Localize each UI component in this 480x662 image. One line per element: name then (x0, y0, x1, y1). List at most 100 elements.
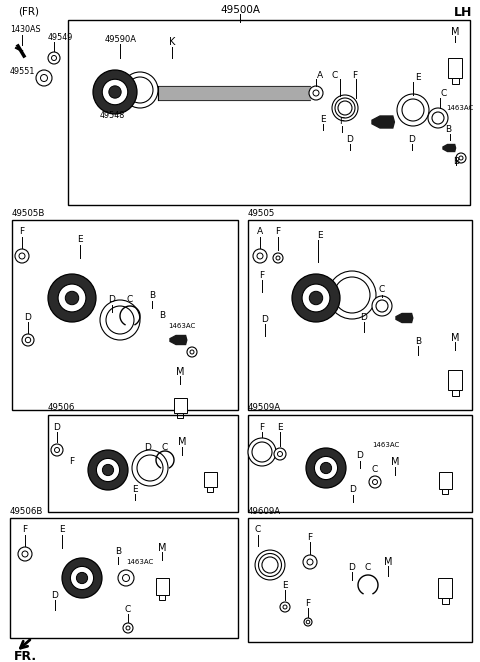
Text: 1463AC: 1463AC (446, 105, 473, 111)
Text: 49506B: 49506B (10, 506, 43, 516)
Text: 49505B: 49505B (12, 209, 46, 218)
Circle shape (22, 551, 28, 557)
Text: C: C (379, 285, 385, 295)
Text: FR.: FR. (14, 649, 37, 662)
Text: B: B (453, 158, 459, 167)
Text: F: F (259, 271, 264, 279)
Circle shape (122, 575, 130, 581)
Text: B: B (415, 338, 421, 346)
Circle shape (102, 465, 114, 475)
Circle shape (372, 479, 377, 485)
Circle shape (372, 296, 392, 316)
Bar (207, 487, 213, 492)
Bar (248, 518, 472, 642)
Text: E: E (132, 485, 138, 495)
Circle shape (40, 75, 48, 81)
Circle shape (273, 253, 283, 263)
Circle shape (123, 623, 133, 633)
Circle shape (48, 274, 96, 322)
Circle shape (62, 558, 102, 598)
Text: F: F (23, 526, 27, 534)
Text: D: D (408, 136, 415, 144)
Circle shape (109, 86, 121, 98)
Text: M: M (178, 437, 186, 447)
Text: D: D (360, 314, 367, 322)
Circle shape (397, 94, 429, 126)
Text: D: D (54, 422, 60, 432)
Text: E: E (77, 236, 83, 244)
Text: C: C (162, 442, 168, 451)
Text: B: B (115, 547, 121, 557)
Circle shape (332, 95, 358, 121)
Circle shape (307, 559, 313, 565)
Text: E: E (277, 422, 283, 432)
Text: 49506: 49506 (48, 404, 75, 412)
Text: E: E (59, 526, 65, 534)
Circle shape (292, 274, 340, 322)
Circle shape (428, 108, 448, 128)
Circle shape (306, 620, 310, 624)
Circle shape (15, 249, 29, 263)
Circle shape (132, 450, 168, 486)
Text: C: C (255, 526, 261, 534)
Text: 49609A: 49609A (248, 506, 281, 516)
Circle shape (25, 338, 31, 343)
Text: (FR): (FR) (18, 7, 39, 17)
Text: D: D (108, 295, 115, 305)
Circle shape (252, 442, 272, 462)
Circle shape (338, 101, 352, 115)
Bar (248, 415, 472, 512)
Bar (177, 413, 183, 418)
Text: B: B (149, 291, 155, 301)
Text: E: E (282, 581, 288, 591)
Circle shape (118, 570, 134, 586)
Text: D: D (262, 316, 268, 324)
Circle shape (253, 249, 267, 263)
Circle shape (274, 448, 286, 460)
Text: 1430AS: 1430AS (10, 26, 41, 34)
Text: D: D (51, 592, 59, 600)
Text: 49548: 49548 (100, 111, 125, 120)
Circle shape (18, 547, 32, 561)
Text: D: D (144, 442, 151, 451)
Circle shape (96, 458, 120, 481)
Text: F: F (259, 422, 264, 432)
Bar (10, 518, 238, 638)
Text: M: M (176, 367, 184, 377)
Bar (12, 220, 238, 410)
Text: D: D (347, 136, 353, 144)
Circle shape (402, 99, 424, 121)
Circle shape (137, 455, 163, 481)
Bar (173, 398, 187, 413)
Text: M: M (391, 457, 399, 467)
Bar (156, 578, 168, 594)
Circle shape (187, 347, 197, 357)
Circle shape (255, 550, 285, 580)
Text: 49590A: 49590A (105, 36, 137, 44)
Text: F: F (339, 117, 345, 126)
Text: E: E (317, 230, 323, 240)
Text: C: C (441, 89, 447, 99)
Circle shape (302, 284, 330, 312)
Circle shape (376, 300, 388, 312)
Text: 49549: 49549 (48, 34, 73, 42)
Circle shape (93, 70, 137, 114)
Circle shape (36, 70, 52, 86)
Text: D: D (357, 451, 363, 461)
Circle shape (369, 476, 381, 488)
Circle shape (122, 72, 158, 108)
Circle shape (280, 602, 290, 612)
Polygon shape (443, 144, 456, 152)
Text: D: D (348, 563, 355, 573)
Bar (442, 489, 448, 494)
Circle shape (334, 277, 370, 313)
Text: C: C (365, 563, 371, 573)
Polygon shape (372, 116, 395, 128)
Circle shape (335, 98, 355, 118)
Bar (452, 389, 458, 396)
Circle shape (259, 553, 281, 577)
Circle shape (51, 444, 63, 456)
Text: A: A (317, 70, 323, 79)
Text: M: M (451, 333, 459, 343)
Bar (442, 598, 448, 604)
